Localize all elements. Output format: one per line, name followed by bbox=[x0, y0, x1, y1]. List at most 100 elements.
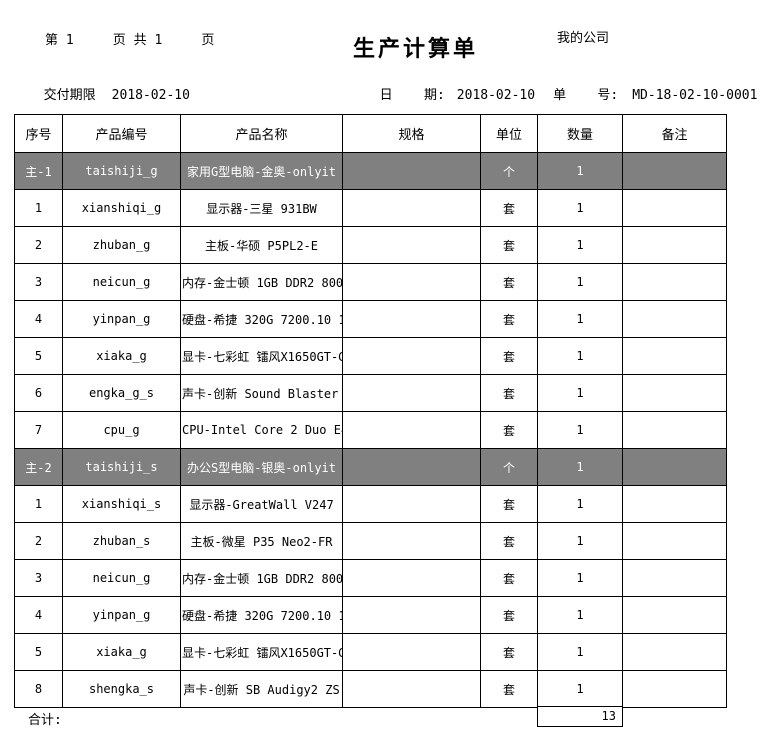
cell-spec bbox=[342, 189, 481, 227]
col-header-seq: 序号 bbox=[14, 114, 63, 153]
cell-product-code: neicun_g bbox=[62, 559, 181, 597]
cell-spec bbox=[342, 596, 481, 634]
cell-product-name: 内存-金士顿 1GB DDR2 800 bbox=[180, 263, 343, 301]
cell-product-name: 办公S型电脑-银奥-onlyit bbox=[180, 448, 343, 486]
table-row: 3 neicun_g 内存-金士顿 1GB DDR2 800 套 1 bbox=[14, 559, 727, 597]
cell-seq: 7 bbox=[14, 411, 63, 449]
table-row: 6 engka_g_s 声卡-创新 Sound Blaster A 套 1 bbox=[14, 374, 727, 412]
date-label: 日 期: bbox=[379, 88, 445, 103]
cell-remark bbox=[622, 152, 727, 190]
cell-unit: 套 bbox=[480, 226, 538, 264]
page-title: 生产计算单 bbox=[353, 37, 479, 62]
cell-qty: 1 bbox=[537, 559, 623, 597]
cell-seq: 主-2 bbox=[14, 448, 63, 486]
table-row: 2 zhuban_s 主板-微星 P35 Neo2-FR 套 1 bbox=[14, 522, 727, 560]
cell-product-code: zhuban_g bbox=[62, 226, 181, 264]
total-quantity-box: 13 bbox=[537, 706, 623, 727]
col-header-product-code: 产品编号 bbox=[62, 114, 181, 153]
cell-qty: 1 bbox=[537, 670, 623, 708]
cell-unit: 套 bbox=[480, 485, 538, 523]
cell-remark bbox=[622, 670, 727, 708]
cell-spec bbox=[342, 633, 481, 671]
table-row: 主-2 taishiji_s 办公S型电脑-银奥-onlyit 个 1 bbox=[14, 448, 727, 486]
cell-unit: 套 bbox=[480, 337, 538, 375]
cell-unit: 套 bbox=[480, 300, 538, 338]
cell-unit: 套 bbox=[480, 263, 538, 301]
cell-qty: 1 bbox=[537, 522, 623, 560]
table-row: 5 xiaka_g 显卡-七彩虹 镭风X1650GT-G 套 1 bbox=[14, 337, 727, 375]
cell-remark bbox=[622, 411, 727, 449]
cell-qty: 1 bbox=[537, 226, 623, 264]
cell-product-code: zhuban_s bbox=[62, 522, 181, 560]
cell-product-name: 主板-华硕 P5PL2-E bbox=[180, 226, 343, 264]
table-row: 1 xianshiqi_s 显示器-GreatWall V247 套 1 bbox=[14, 485, 727, 523]
table-header-row: 序号 产品编号 产品名称 规格 单位 数量 备注 bbox=[14, 114, 727, 153]
cell-unit: 套 bbox=[480, 670, 538, 708]
cell-seq: 3 bbox=[14, 263, 63, 301]
table-row: 5 xiaka_g 显卡-七彩虹 镭风X1650GT-G 套 1 bbox=[14, 633, 727, 671]
cell-seq: 8 bbox=[14, 670, 63, 708]
cell-qty: 1 bbox=[537, 263, 623, 301]
cell-seq: 2 bbox=[14, 226, 63, 264]
cell-product-name: 声卡-创新 SB Audigy2 ZS bbox=[180, 670, 343, 708]
cell-seq: 1 bbox=[14, 189, 63, 227]
cell-qty: 1 bbox=[537, 374, 623, 412]
cell-remark bbox=[622, 337, 727, 375]
cell-product-code: yinpan_g bbox=[62, 596, 181, 634]
cell-qty: 1 bbox=[537, 411, 623, 449]
cell-product-name: 硬盘-希捷 320G 7200.10 16 bbox=[180, 596, 343, 634]
cell-product-name: 显示器-三星 931BW bbox=[180, 189, 343, 227]
table-row: 7 cpu_g CPU-Intel Core 2 Duo E43 套 1 bbox=[14, 411, 727, 449]
cell-seq: 主-1 bbox=[14, 152, 63, 190]
cell-unit: 套 bbox=[480, 596, 538, 634]
cell-product-name: CPU-Intel Core 2 Duo E43 bbox=[180, 411, 343, 449]
date-value: 2018-02-10 bbox=[456, 88, 536, 103]
col-header-spec: 规格 bbox=[342, 114, 481, 153]
cell-spec bbox=[342, 263, 481, 301]
cell-unit: 套 bbox=[480, 522, 538, 560]
table-row: 4 yinpan_g 硬盘-希捷 320G 7200.10 16 套 1 bbox=[14, 300, 727, 338]
cell-qty: 1 bbox=[537, 485, 623, 523]
total-label: 合计: bbox=[28, 713, 62, 728]
cell-unit: 个 bbox=[480, 448, 538, 486]
cell-remark bbox=[622, 522, 727, 560]
cell-unit: 套 bbox=[480, 411, 538, 449]
page-info: 第 1 页 共 1 页 bbox=[45, 33, 215, 48]
cell-product-name: 硬盘-希捷 320G 7200.10 16 bbox=[180, 300, 343, 338]
cell-unit: 个 bbox=[480, 152, 538, 190]
table-row: 8 shengka_s 声卡-创新 SB Audigy2 ZS 套 1 bbox=[14, 670, 727, 708]
cell-product-name: 内存-金士顿 1GB DDR2 800 bbox=[180, 559, 343, 597]
date-order-line: 日 期: 2018-02-10 单 号: MD-18-02-10-0001 bbox=[364, 69, 758, 103]
cell-remark bbox=[622, 226, 727, 264]
cell-qty: 1 bbox=[537, 189, 623, 227]
cell-spec bbox=[342, 411, 481, 449]
cell-product-name: 家用G型电脑-金奥-onlyit bbox=[180, 152, 343, 190]
table-row: 3 neicun_g 内存-金士顿 1GB DDR2 800 套 1 bbox=[14, 263, 727, 301]
cell-remark bbox=[622, 596, 727, 634]
table-row: 1 xianshiqi_g 显示器-三星 931BW 套 1 bbox=[14, 189, 727, 227]
cell-unit: 套 bbox=[480, 374, 538, 412]
cell-remark bbox=[622, 300, 727, 338]
table-body: 主-1 taishiji_g 家用G型电脑-金奥-onlyit 个 1 1 xi… bbox=[14, 152, 727, 708]
cell-remark bbox=[622, 189, 727, 227]
cell-qty: 1 bbox=[537, 300, 623, 338]
cell-spec bbox=[342, 300, 481, 338]
cell-product-code: xianshiqi_s bbox=[62, 485, 181, 523]
cell-qty: 1 bbox=[537, 448, 623, 486]
cell-seq: 5 bbox=[14, 633, 63, 671]
delivery-deadline-label: 交付期限 bbox=[43, 88, 96, 103]
cell-product-code: taishiji_s bbox=[62, 448, 181, 486]
table-row: 2 zhuban_g 主板-华硕 P5PL2-E 套 1 bbox=[14, 226, 727, 264]
cell-spec bbox=[342, 485, 481, 523]
cell-remark bbox=[622, 559, 727, 597]
col-header-qty: 数量 bbox=[537, 114, 623, 153]
cell-product-code: taishiji_g bbox=[62, 152, 181, 190]
col-header-unit: 单位 bbox=[480, 114, 538, 153]
cell-product-name: 主板-微星 P35 Neo2-FR bbox=[180, 522, 343, 560]
cell-product-code: engka_g_s bbox=[62, 374, 181, 412]
cell-product-name: 显卡-七彩虹 镭风X1650GT-G bbox=[180, 337, 343, 375]
cell-unit: 套 bbox=[480, 559, 538, 597]
cell-product-code: xianshiqi_g bbox=[62, 189, 181, 227]
cell-qty: 1 bbox=[537, 337, 623, 375]
cell-remark bbox=[622, 374, 727, 412]
